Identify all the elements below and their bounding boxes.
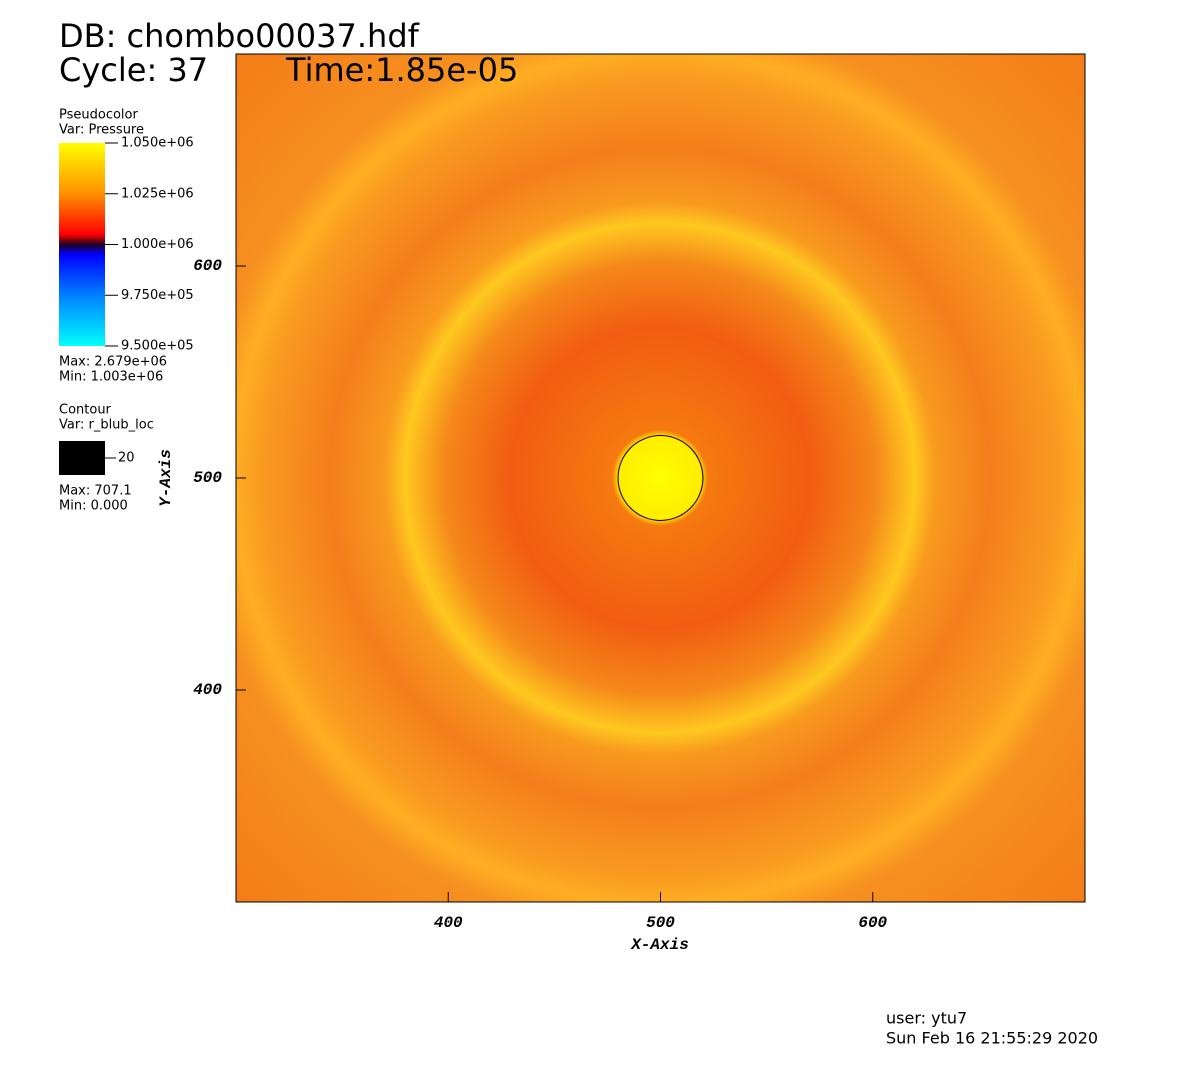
time: Time:1.85e-05 — [285, 51, 518, 89]
x-axis-label: X-Axis — [630, 936, 689, 954]
contour-max: Max: 707.1 — [59, 484, 132, 499]
contour-var: Var: r_blub_loc — [59, 418, 154, 433]
colorbar-tick-label: 9.500e+05 — [121, 339, 194, 354]
colorbar-tick-label: 1.025e+06 — [121, 186, 194, 201]
y-tick-label: 600 — [193, 257, 222, 275]
contour-plot: Contour — [59, 403, 112, 418]
x-tick-label: 600 — [858, 914, 887, 932]
colorbar-tick-label: 1.050e+06 — [121, 136, 194, 151]
x-tick-label: 400 — [434, 914, 463, 932]
contour-swatch — [59, 441, 105, 475]
contour-line — [617, 435, 704, 521]
user: user: ytu7 — [886, 1009, 967, 1028]
y-axis-label: Y-Axis — [157, 449, 175, 507]
y-tick-label: 400 — [193, 681, 222, 699]
colorbar-tick-label: 1.000e+06 — [121, 237, 194, 252]
y-tick-label: 500 — [193, 469, 222, 487]
legend-max: Max: 2.679e+06 — [59, 355, 167, 370]
colorbar — [59, 143, 105, 346]
cycle: Cycle: 37 — [59, 51, 208, 89]
legend-var: Var: Pressure — [59, 123, 144, 138]
colorbar-tick-label: 9.750e+05 — [121, 288, 194, 303]
pressure-field — [236, 54, 1085, 902]
legend-min: Min: 1.003e+06 — [59, 370, 163, 385]
contour-level-label: 20 — [118, 451, 135, 466]
db-title: DB: chombo00037.hdf — [59, 17, 420, 55]
legend-plot: Pseudocolor — [59, 108, 138, 123]
date: Sun Feb 16 21:55:29 2020 — [886, 1029, 1098, 1048]
x-tick-label: 500 — [646, 914, 675, 932]
contour-min: Min: 0.000 — [59, 499, 128, 514]
